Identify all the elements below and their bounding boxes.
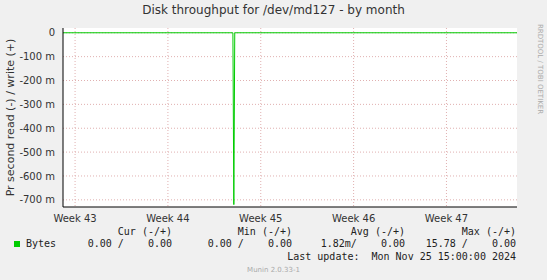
html-text:0.00 / 0.00: 0.00 / 0.00 — [207, 238, 292, 249]
html-text:Disk throughput for /dev/md127: Disk throughput for /dev/md127 - by mont… — [142, 3, 405, 17]
html-text:Pr second read (-) / write (+): Pr second read (-) / write (+) — [3, 38, 17, 197]
svg-text:-600 m: -600 m — [19, 171, 55, 182]
svg-text:Week 46: Week 46 — [332, 213, 375, 224]
html-text:Max (-/+): Max (-/+) — [461, 226, 516, 237]
svg-text:Week 47: Week 47 — [425, 213, 468, 224]
svg-text:Week 44: Week 44 — [146, 213, 189, 224]
html-text:Bytes: Bytes — [26, 238, 57, 249]
svg-text:-500 m: -500 m — [19, 147, 55, 158]
svg-text:-700 m: -700 m — [19, 194, 55, 205]
html-text:Cur (-/+): Cur (-/+) — [117, 226, 172, 237]
html-text:Min (-/+): Min (-/+) — [237, 226, 292, 237]
svg-text:Week 43: Week 43 — [53, 213, 96, 224]
html-text:Avg (-/+): Avg (-/+) — [350, 226, 405, 237]
html-text:0.00 / 0.00: 0.00 / 0.00 — [87, 238, 172, 249]
svg-text:-100 m: -100 m — [19, 51, 55, 62]
svg-text:Week 45: Week 45 — [239, 213, 282, 224]
html-text:1.82m/ 0.00: 1.82m/ 0.00 — [320, 238, 405, 249]
svg-text:0: 0 — [49, 27, 55, 38]
html-text:15.78 / 0.00: 15.78 / 0.00 — [425, 238, 516, 249]
svg-text:-200 m: -200 m — [19, 75, 55, 86]
html-text:Last update: Mon Nov 25 15:00:: Last update: Mon Nov 25 15:00:00 2024 — [287, 251, 516, 262]
html-text:RRDTOOL / TOBI OETIKER: RRDTOOL / TOBI OETIKER — [536, 23, 544, 115]
svg-text:-400 m: -400 m — [19, 123, 55, 134]
html-text:Munin 2.0.33-1: Munin 2.0.33-1 — [247, 266, 300, 274]
svg-text:-300 m: -300 m — [19, 99, 55, 110]
